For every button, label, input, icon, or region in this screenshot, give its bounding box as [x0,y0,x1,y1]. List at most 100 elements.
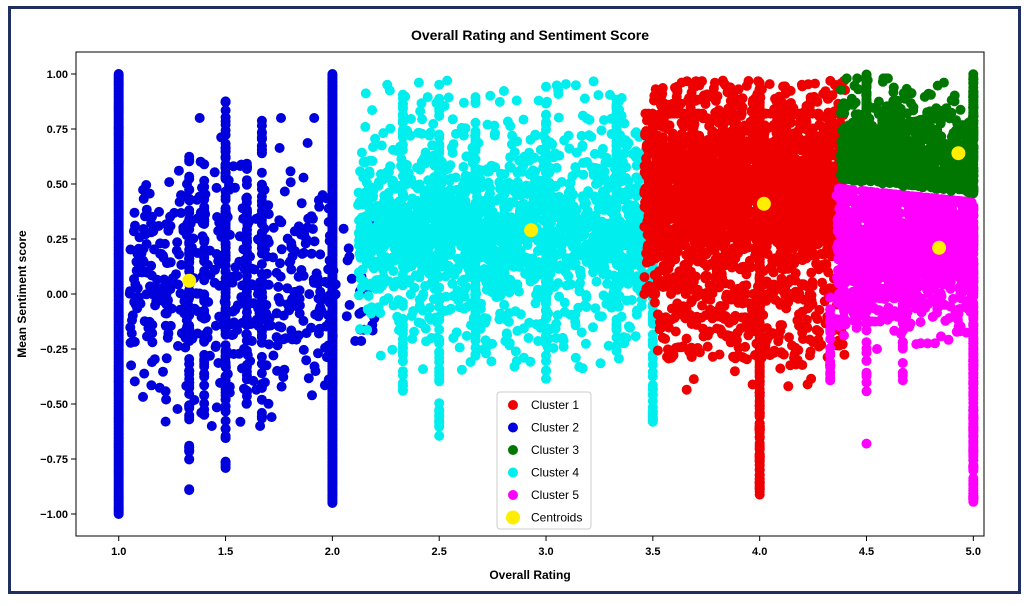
cluster-4-point [603,340,614,351]
cluster-2-point [161,394,172,405]
cluster-4-point [518,114,529,125]
cluster-4-point [623,239,634,250]
cluster-2-point [214,311,225,322]
cluster-2-point [171,269,181,280]
cluster-4-point [425,127,436,138]
cluster-4-point [434,376,445,387]
cluster-2-point [176,208,186,218]
cluster-2-point [298,344,309,355]
cluster-4-point [581,302,592,312]
cluster-2-point [234,256,245,267]
cluster-4-point [595,358,606,369]
cluster-2-point [268,252,278,263]
cluster-2-point [301,355,312,366]
cluster-2-point [220,219,231,230]
cluster-2-point [206,421,217,431]
cluster-2-point [256,141,267,152]
cluster-2-point [278,310,289,321]
cluster-4-point [499,268,510,279]
cluster-4-point [442,75,453,86]
cluster-2-point [183,305,194,316]
cluster-4-point [416,222,427,233]
cluster-4-point [606,129,617,139]
cluster-4-point [470,92,481,103]
cluster-4-point [394,325,404,336]
cluster-2-point [220,242,231,253]
cluster-4-point [458,161,469,172]
cluster-4-point [410,270,421,281]
cluster-2-point [255,421,266,431]
cluster-4-point [358,157,369,167]
cluster-4-point [541,365,551,376]
cluster-4-point [611,162,622,173]
cluster-2-point [184,454,195,465]
cluster-4-point [397,226,408,237]
cluster-4-point [541,238,551,249]
cluster-2-point [315,249,326,260]
cluster-4-point [434,203,445,214]
cluster-2-point [182,297,193,308]
cluster-4-point [460,123,471,134]
cluster-2-point [239,264,250,275]
cluster-4-point [459,303,469,314]
cluster-4-point [551,180,562,191]
cluster-2-point [172,237,183,248]
cluster-4-point [590,192,601,203]
cluster-4-point [434,132,445,143]
cluster-2-point [238,232,249,243]
cluster-4-point [418,364,428,375]
cluster-4-point [425,314,436,325]
cluster-2-point [229,317,240,328]
cluster-4-point [466,320,476,331]
cluster-4-point [425,194,436,205]
cluster-2-point [203,297,214,307]
cluster-2-point [320,321,331,332]
cluster-2-point [298,172,309,183]
cluster-2-point [255,211,266,222]
cluster-4-point [541,195,551,206]
cluster-2-point [306,248,317,259]
cluster-2-point [215,377,226,388]
cluster-2-point [255,282,266,293]
cluster-4-point [392,145,403,156]
cluster-4-point [519,151,530,162]
cluster-2-point [293,221,304,232]
cluster-4-point [561,280,572,291]
cluster-4-point [451,327,462,338]
cluster-4-point [434,335,445,345]
cluster-2-point [228,329,239,340]
cluster-4-point [487,338,498,349]
cluster-4-point [408,196,419,206]
cluster-2-point [256,128,267,138]
cluster-4-point [530,208,541,219]
cluster-4-point [379,190,390,201]
cluster-2-point [176,259,187,270]
cluster-2-point [211,402,222,413]
cluster-2-point [309,361,320,372]
cluster-4-point [591,276,602,287]
cluster-4-point [482,274,493,284]
cluster-4-point [611,272,622,283]
cluster-2-point [237,363,247,374]
cluster-4-point [434,282,445,293]
cluster-4-point [397,244,408,255]
cluster-4-point [470,284,481,295]
cluster-2-point [224,387,235,398]
cluster-2-point [298,315,309,326]
cluster-4-point [370,242,380,253]
cluster-2-point [139,368,150,379]
cluster-2-point [263,237,274,248]
cluster-2-point [199,359,210,370]
cluster-2-point [220,362,231,373]
cluster-2-point [141,267,152,278]
cluster-2-point [184,154,195,165]
cluster-2-point [228,161,239,172]
cluster-2-point [276,381,287,392]
cluster-4-point [443,92,454,103]
cluster-2-point [303,373,314,384]
cluster-2-point [237,203,248,214]
cluster-4-point [470,117,481,128]
cluster-4-point [434,291,445,302]
cluster-2-point [236,159,247,170]
cluster-4-point [431,98,442,109]
